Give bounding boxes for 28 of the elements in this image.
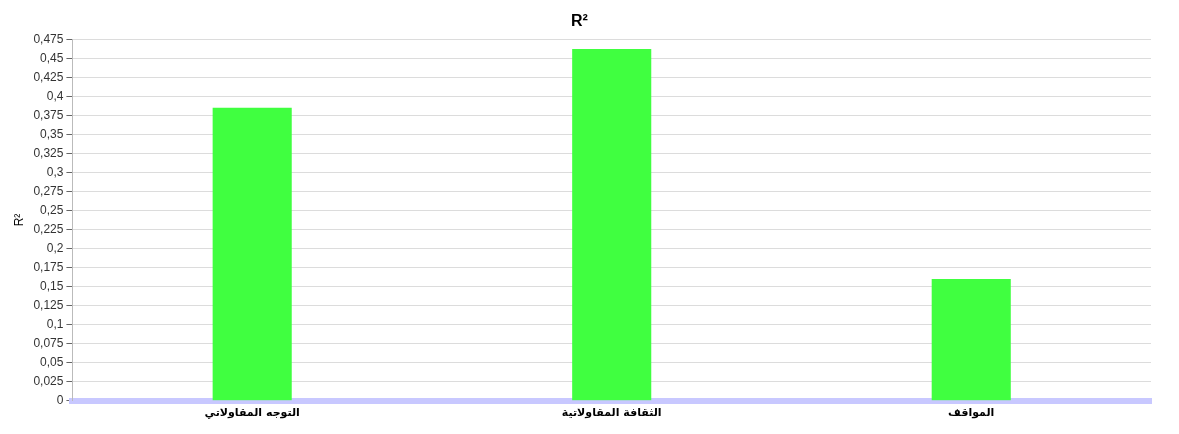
y-tick-label: 0,45: [40, 50, 64, 65]
bar: [572, 49, 652, 401]
x-tick-label: التوجه المقاولاتي: [204, 406, 300, 420]
y-tick-label: 0,05: [40, 355, 64, 370]
y-tick-label: 0,35: [40, 126, 64, 141]
bar: [931, 279, 1011, 401]
bar: [212, 107, 292, 401]
y-tick-label: 0,125: [33, 297, 64, 312]
y-tick-label: 0,3: [46, 164, 64, 179]
x-tick-label: المواقف: [948, 406, 995, 420]
y-tick-label: 0,325: [33, 145, 64, 160]
y-tick-label: 0: [56, 393, 64, 408]
y-tick-label: 0,375: [33, 107, 64, 122]
y-tick-label: 0,1: [46, 316, 64, 331]
y-tick-label: 0,075: [33, 336, 64, 351]
chart-title: R²: [571, 12, 588, 30]
y-tick-label: 0,225: [33, 221, 64, 236]
y-tick-label: 0,4: [46, 88, 64, 103]
x-tick-label: الثقافة المقاولاتية: [561, 406, 662, 420]
y-tick-label: 0,175: [33, 259, 64, 274]
y-tick-label: 0,025: [33, 374, 64, 389]
y-axis-title: R²: [11, 213, 26, 227]
y-tick-label: 0,425: [33, 69, 64, 84]
y-tick-label: 0,275: [33, 183, 64, 198]
y-tick-label: 0,15: [40, 278, 64, 293]
y-tick-label: 0,2: [46, 240, 64, 255]
y-tick-label: 0,25: [40, 202, 64, 217]
y-tick-label: 0,475: [33, 31, 64, 46]
